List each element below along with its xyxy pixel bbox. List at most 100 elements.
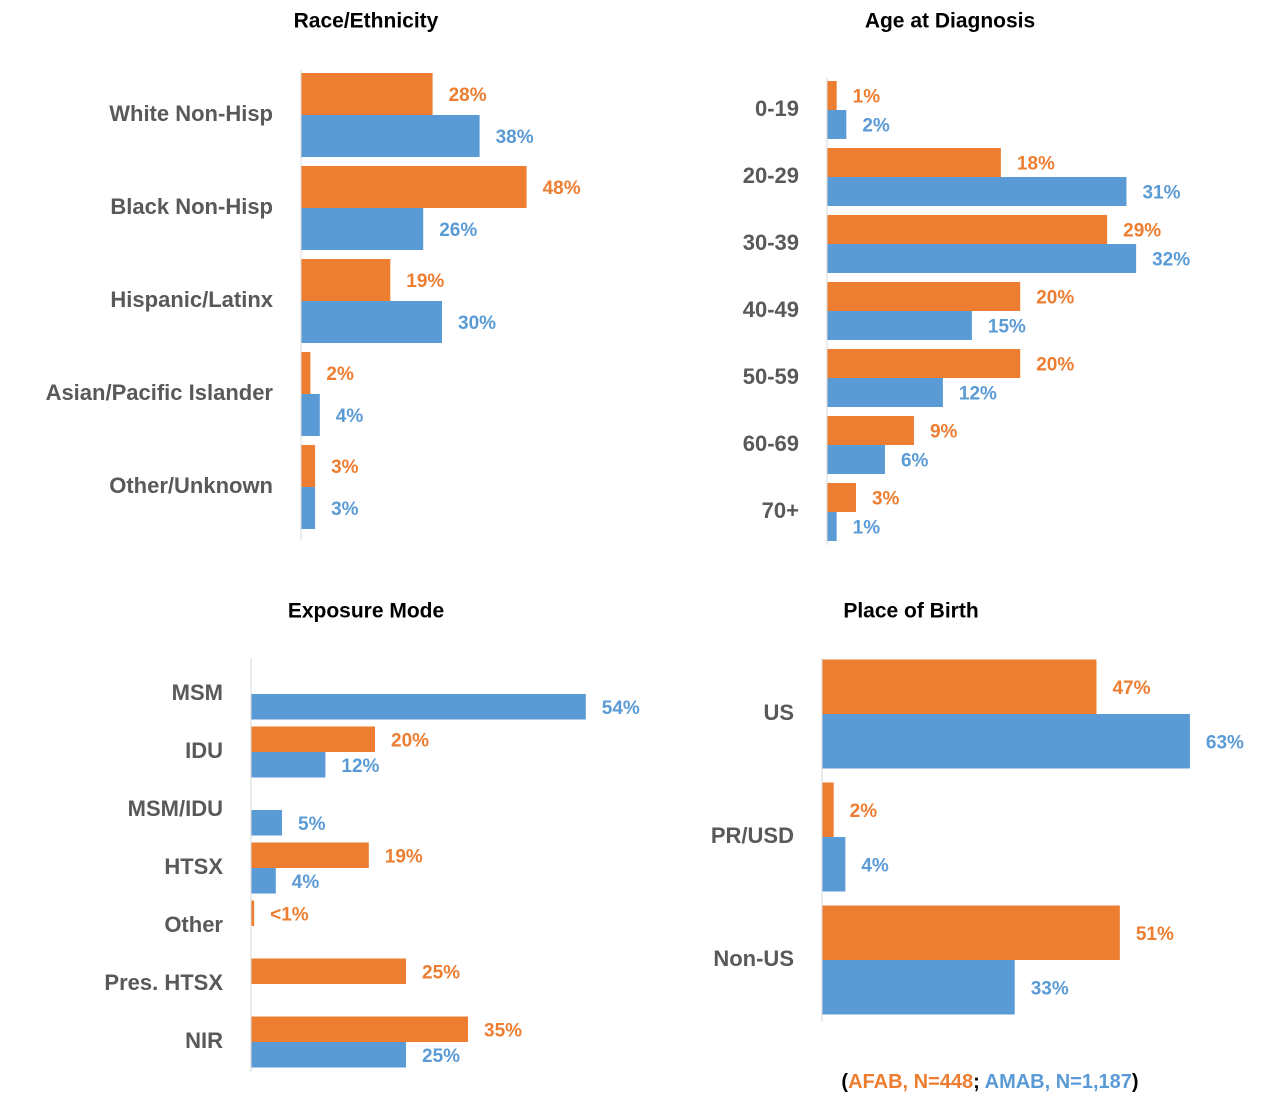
bar bbox=[827, 349, 1021, 378]
bar bbox=[251, 726, 375, 752]
value-label: 4% bbox=[861, 855, 889, 876]
value-label: 5% bbox=[298, 814, 326, 835]
legend-punct: ( bbox=[841, 1071, 848, 1093]
value-label: 3% bbox=[331, 499, 359, 520]
bar bbox=[822, 837, 846, 892]
bar bbox=[822, 905, 1120, 960]
chart-title: Exposure Mode bbox=[288, 600, 444, 623]
value-label: 12% bbox=[959, 384, 997, 405]
bar bbox=[301, 394, 320, 436]
bar bbox=[827, 445, 885, 474]
value-label: 2% bbox=[862, 116, 890, 137]
category-label: Other/Unknown bbox=[109, 473, 273, 498]
value-label: 35% bbox=[484, 1020, 522, 1041]
bar bbox=[822, 714, 1190, 769]
value-label: 30% bbox=[458, 313, 496, 334]
category-label: 30-39 bbox=[743, 230, 799, 255]
legend-punct: ) bbox=[1132, 1071, 1139, 1093]
bar bbox=[301, 73, 433, 115]
bar bbox=[301, 115, 480, 157]
value-label: 51% bbox=[1136, 924, 1174, 945]
legend-entry: AFAB, N=448 bbox=[848, 1071, 973, 1093]
value-label: 20% bbox=[391, 730, 429, 751]
bar bbox=[827, 244, 1137, 273]
category-label: 0-19 bbox=[755, 96, 799, 121]
value-label: 31% bbox=[1142, 183, 1180, 204]
chart-title: Age at Diagnosis bbox=[865, 10, 1035, 33]
value-label: 48% bbox=[543, 178, 581, 199]
category-label: MSM/IDU bbox=[128, 796, 223, 821]
value-label: 32% bbox=[1152, 250, 1190, 271]
bar bbox=[827, 311, 972, 340]
value-label: 2% bbox=[326, 364, 354, 385]
chart-title: Race/Ethnicity bbox=[294, 10, 439, 33]
value-label: 15% bbox=[988, 317, 1026, 338]
value-label: 6% bbox=[901, 451, 929, 472]
bar bbox=[827, 110, 847, 139]
bar bbox=[822, 960, 1015, 1015]
value-label: 1% bbox=[853, 87, 881, 108]
bar bbox=[827, 81, 837, 110]
bar bbox=[827, 148, 1001, 177]
category-label: NIR bbox=[185, 1028, 223, 1053]
value-label: 20% bbox=[1036, 288, 1074, 309]
value-label: 19% bbox=[385, 846, 423, 867]
bar bbox=[251, 752, 326, 778]
value-label: 54% bbox=[602, 698, 640, 719]
bar bbox=[251, 1016, 468, 1042]
bar bbox=[827, 282, 1021, 311]
category-label: 70+ bbox=[762, 498, 799, 523]
category-label: Non-US bbox=[713, 946, 794, 971]
bar bbox=[251, 900, 255, 926]
value-label: 3% bbox=[872, 489, 900, 510]
value-label: 2% bbox=[850, 801, 878, 822]
legend-note: (AFAB, N=448; AMAB, N=1,187) bbox=[841, 1071, 1138, 1093]
value-label: 3% bbox=[331, 457, 359, 478]
legend-punct: ; bbox=[973, 1071, 984, 1093]
bar bbox=[301, 445, 316, 487]
value-label: 25% bbox=[422, 962, 460, 983]
chart-title: Place of Birth bbox=[843, 600, 978, 623]
category-label: PR/USD bbox=[711, 823, 794, 848]
value-label: 47% bbox=[1112, 678, 1150, 699]
category-label: 20-29 bbox=[743, 163, 799, 188]
category-label: MSM bbox=[172, 680, 223, 705]
category-label: Pres. HTSX bbox=[104, 970, 223, 995]
value-label: 26% bbox=[439, 220, 477, 241]
value-label: 38% bbox=[496, 127, 534, 148]
bar bbox=[822, 782, 834, 837]
value-label: 18% bbox=[1017, 154, 1055, 175]
bar bbox=[251, 842, 369, 868]
bar bbox=[827, 483, 856, 512]
bar bbox=[301, 301, 442, 343]
legend-entry: AMAB, N=1,187 bbox=[985, 1071, 1132, 1093]
value-label: 29% bbox=[1123, 221, 1161, 242]
value-label: 33% bbox=[1031, 978, 1069, 999]
category-label: 50-59 bbox=[743, 364, 799, 389]
bar bbox=[827, 378, 943, 407]
bar bbox=[251, 810, 282, 836]
bar bbox=[251, 868, 276, 894]
value-label: 4% bbox=[336, 406, 364, 427]
value-label: 1% bbox=[853, 518, 881, 539]
bar bbox=[301, 166, 527, 208]
category-label: Black Non-Hisp bbox=[110, 194, 273, 219]
category-label: HTSX bbox=[164, 854, 223, 879]
category-label: Asian/Pacific Islander bbox=[46, 380, 274, 405]
category-label: Other bbox=[164, 912, 223, 937]
category-label: Hispanic/Latinx bbox=[110, 287, 273, 312]
bar bbox=[827, 177, 1127, 206]
value-label: 19% bbox=[406, 271, 444, 292]
bar bbox=[251, 958, 406, 984]
category-label: 60-69 bbox=[743, 431, 799, 456]
bar bbox=[822, 659, 1097, 714]
value-label: <1% bbox=[270, 904, 309, 925]
bar bbox=[251, 1042, 406, 1068]
bar bbox=[251, 694, 586, 720]
value-label: 12% bbox=[341, 756, 379, 777]
bar bbox=[301, 208, 424, 250]
category-label: IDU bbox=[185, 738, 223, 763]
value-label: 28% bbox=[449, 85, 487, 106]
bar bbox=[301, 352, 311, 394]
